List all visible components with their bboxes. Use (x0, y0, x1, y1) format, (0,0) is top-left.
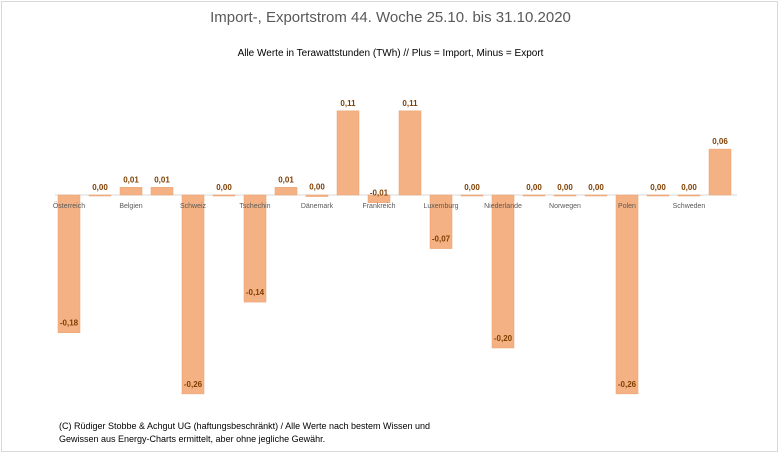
bar-2-5 (398, 110, 422, 196)
data-label-1-8: 0,00 (557, 183, 573, 192)
bar-1-2 (181, 194, 205, 395)
bar-1-7 (491, 194, 515, 349)
bar-2-3 (274, 187, 298, 196)
bar-2-4 (336, 110, 360, 196)
footnote-line-1: (C) Rüdiger Stobbe & Achgut UG (haftungs… (59, 421, 431, 431)
bar-2-2 (212, 194, 236, 197)
copyright-footnote: (C) Rüdiger Stobbe & Achgut UG (haftungs… (59, 420, 479, 446)
bar-2-8 (584, 194, 608, 197)
data-label-2-1: 0,01 (154, 175, 170, 184)
bar-1-9 (615, 194, 639, 395)
data-label-1-9: -0,26 (618, 380, 637, 389)
bar-1-0 (57, 194, 81, 333)
category-label-0: Österreich (53, 202, 85, 210)
bar-1-4 (305, 194, 329, 197)
data-label-1-2: -0,26 (184, 380, 203, 389)
category-label-2: Schweiz (180, 203, 207, 210)
category-label-8: Norwegen (549, 203, 581, 210)
data-label-2-0: 0,00 (92, 183, 108, 192)
bar-1-6 (429, 194, 453, 249)
data-label-2-7: 0,00 (526, 183, 542, 192)
data-label-1-7: -0,20 (494, 334, 513, 343)
bar-2-7 (522, 194, 546, 197)
bar-1-3 (243, 194, 267, 303)
bar-2-0 (88, 194, 112, 197)
data-label-2-3: 0,01 (278, 175, 294, 184)
bar-2-9 (646, 194, 670, 197)
data-label-2-6: 0,00 (464, 183, 480, 192)
category-label-5: Frankreich (362, 203, 395, 210)
bar-1-8 (553, 194, 577, 197)
data-label-2-2: 0,00 (216, 183, 232, 192)
bar-2-10 (708, 148, 732, 196)
category-label-9: Polen (618, 203, 636, 210)
data-label-1-5: -0,01 (370, 189, 389, 198)
category-label-3: Tschechin (239, 203, 270, 210)
footnote-line-2: Gewissen aus Energy-Charts ermittelt, ab… (59, 434, 326, 444)
category-label-7: Niederlande (484, 203, 522, 210)
data-label-2-9: 0,00 (650, 183, 666, 192)
bar-1-10 (677, 194, 701, 197)
data-label-1-10: 0,00 (681, 183, 697, 192)
data-label-2-4: 0,11 (340, 99, 356, 108)
chart-subtitle: Alle Werte in Terawattstunden (TWh) // P… (237, 48, 544, 59)
data-label-1-1: 0,01 (123, 175, 139, 184)
data-label-1-3: -0,14 (246, 288, 265, 297)
data-label-1-6: -0,07 (432, 235, 451, 244)
data-label-2-8: 0,00 (588, 183, 604, 192)
chart-title: Import-, Exportstrom 44. Woche 25.10. bi… (210, 9, 571, 26)
data-label-2-5: 0,11 (402, 99, 418, 108)
data-label-1-4: 0,00 (309, 183, 325, 192)
category-label-1: Belgien (119, 203, 142, 210)
category-label-6: Luxemburg (423, 203, 458, 210)
category-label-10: Schweden (673, 203, 706, 210)
bar-1-1 (119, 187, 143, 196)
bar-2-1 (150, 187, 174, 196)
data-label-1-0: -0,18 (60, 319, 79, 328)
bar-1-5 (367, 194, 391, 203)
bar-2-6 (460, 194, 484, 197)
category-label-4: Dänemark (301, 203, 334, 210)
data-label-2-10: 0,06 (712, 137, 728, 146)
